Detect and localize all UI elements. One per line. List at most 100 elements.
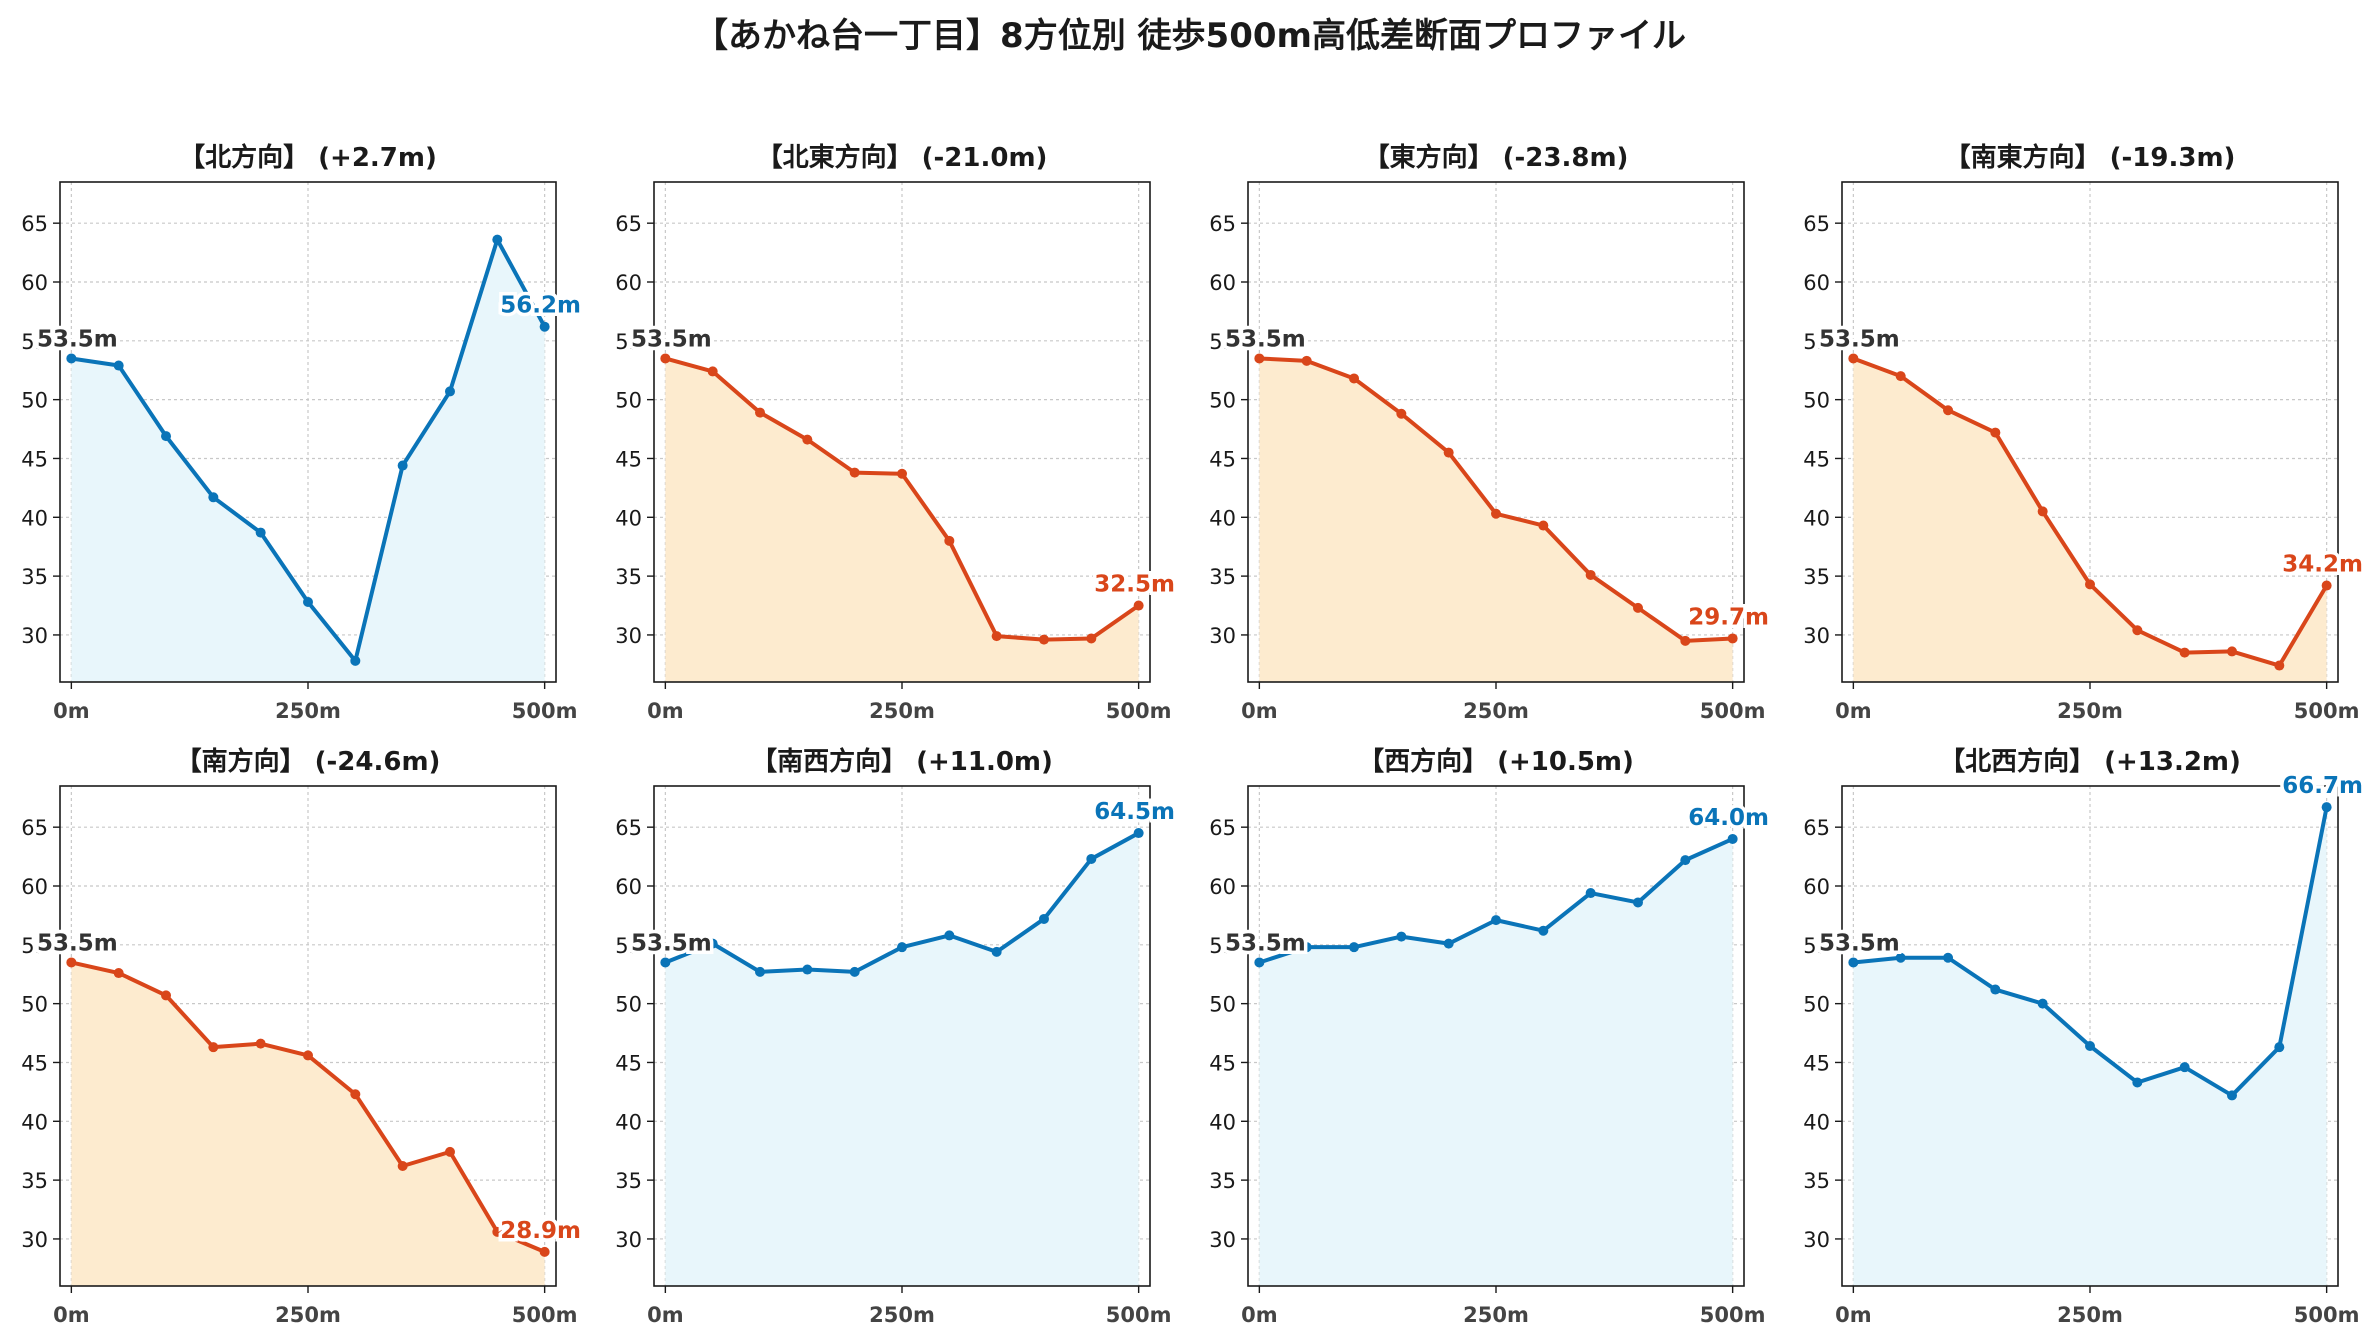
x-tick-label: 0m [1241, 1303, 1278, 1327]
data-point [2321, 802, 2332, 813]
y-tick-label: 45 [615, 447, 642, 471]
chart-title: 【北西方向】 (+13.2m) [1939, 746, 2241, 777]
x-tick-label: 250m [275, 699, 341, 723]
y-tick-label: 40 [1209, 1110, 1236, 1134]
y-tick-label: 45 [21, 447, 48, 471]
y-tick-label: 30 [21, 1228, 48, 1252]
start-elevation-label: 53.5m [631, 930, 712, 956]
figure-title: 【あかね台一丁目】8方位別 徒歩500m高低差断面プロファイル [694, 16, 1686, 56]
data-point [944, 930, 955, 941]
data-point [1895, 371, 1906, 382]
data-point [1443, 447, 1454, 458]
data-point [2274, 660, 2285, 671]
data-point [991, 631, 1002, 642]
x-tick-label: 500m [512, 699, 578, 723]
y-tick-label: 65 [1803, 816, 1830, 840]
data-point [492, 1226, 503, 1237]
data-point [1943, 952, 1954, 963]
data-point [1632, 897, 1643, 908]
data-point [1990, 984, 2001, 995]
y-tick-label: 30 [1803, 624, 1830, 648]
x-tick-label: 250m [2057, 1303, 2123, 1327]
data-point [1086, 633, 1097, 644]
data-point [1301, 942, 1312, 953]
end-elevation-label: 66.7m [2282, 773, 2363, 799]
data-point [2037, 506, 2048, 517]
data-point [539, 1246, 550, 1257]
data-point [1491, 508, 1501, 519]
y-tick-label: 50 [615, 389, 642, 413]
y-tick-label: 45 [1803, 1051, 1830, 1075]
data-point [897, 942, 907, 953]
data-point [707, 938, 718, 949]
x-tick-label: 250m [869, 1303, 935, 1327]
y-tick-label: 45 [615, 1051, 642, 1075]
data-point [161, 431, 172, 442]
y-tick-label: 35 [615, 565, 642, 589]
x-tick-label: 500m [1700, 1303, 1766, 1327]
data-point [660, 957, 671, 968]
profile-chart-5: 【南方向】 (-24.6m) 30 35 40 45 50 55 60 65 0m 250m 500m… [21, 746, 584, 1327]
end-elevation-label: 28.9m [500, 1218, 581, 1244]
y-tick-label: 40 [615, 506, 642, 530]
data-point [444, 1146, 455, 1157]
y-tick-label: 60 [21, 875, 48, 899]
data-point [1254, 957, 1265, 968]
y-tick-label: 35 [21, 1169, 48, 1193]
data-point [2274, 1042, 2285, 1053]
data-point [1585, 888, 1596, 899]
data-point [1491, 915, 1501, 926]
area-fill [71, 239, 545, 682]
data-point [1038, 634, 1049, 645]
data-point [1301, 355, 1312, 366]
data-point [1538, 925, 1549, 936]
data-point [944, 535, 955, 546]
profile-chart-4: 【南東方向】 (-19.3m) 30 35 40 45 50 55 60 65 0m 250m 500… [1803, 142, 2366, 723]
data-point [1133, 600, 1144, 611]
x-tick-label: 250m [1463, 699, 1529, 723]
end-elevation-label: 29.7m [1688, 604, 1769, 630]
y-tick-label: 35 [1803, 1169, 1830, 1193]
x-tick-label: 500m [2294, 1303, 2360, 1327]
y-tick-label: 65 [1209, 816, 1236, 840]
data-point [1349, 942, 1360, 953]
y-tick-label: 30 [1209, 624, 1236, 648]
data-point [492, 234, 503, 245]
x-tick-label: 250m [869, 699, 935, 723]
chart-title: 【西方向】 (+10.5m) [1358, 746, 1634, 777]
x-tick-label: 250m [1463, 1303, 1529, 1327]
data-point [755, 407, 766, 418]
x-tick-label: 500m [512, 1303, 578, 1327]
y-tick-label: 30 [1803, 1228, 1830, 1252]
y-tick-label: 40 [21, 1110, 48, 1134]
data-point [1086, 853, 1097, 864]
y-tick-label: 55 [1209, 330, 1236, 354]
y-tick-label: 35 [1803, 565, 1830, 589]
y-tick-label: 45 [1209, 1051, 1236, 1075]
chart-title: 【東方向】 (-23.8m) [1364, 142, 1629, 173]
x-tick-label: 500m [1106, 699, 1172, 723]
chart-title: 【南方向】 (-24.6m) [176, 746, 441, 777]
x-tick-label: 0m [1835, 1303, 1872, 1327]
chart-title: 【南西方向】 (+11.0m) [751, 746, 1053, 777]
data-point [1680, 635, 1691, 646]
data-point [113, 968, 124, 979]
area-fill [1259, 358, 1733, 682]
y-tick-label: 35 [21, 565, 48, 589]
data-point [991, 946, 1002, 957]
x-tick-label: 0m [647, 1303, 684, 1327]
y-tick-label: 30 [615, 624, 642, 648]
data-point [113, 360, 124, 371]
start-elevation-label: 53.5m [37, 930, 118, 956]
y-tick-label: 30 [615, 1228, 642, 1252]
end-elevation-label: 64.5m [1094, 799, 1175, 825]
y-tick-label: 50 [1209, 389, 1236, 413]
data-point [2085, 579, 2095, 590]
end-elevation-label: 34.2m [2282, 552, 2363, 578]
x-tick-label: 500m [2294, 699, 2360, 723]
y-tick-label: 55 [1803, 934, 1830, 958]
data-point [1680, 855, 1691, 866]
y-tick-label: 65 [21, 212, 48, 236]
data-point [66, 957, 77, 968]
